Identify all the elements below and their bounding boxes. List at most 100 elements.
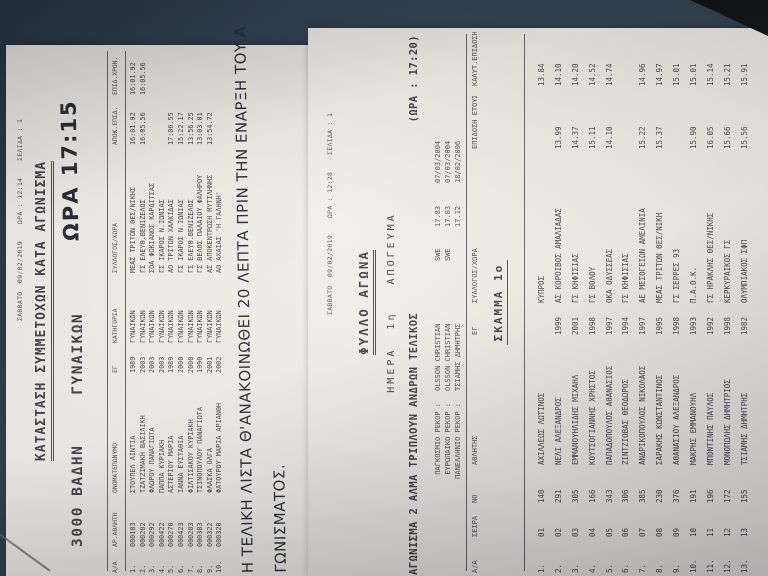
cell-year: 2003 — [138, 356, 147, 373]
cell-order: 02 — [553, 527, 563, 537]
cell-bib-number: 291 — [553, 489, 563, 503]
cell-aa: 8. — [196, 564, 205, 573]
cell-season-performance — [215, 45, 225, 95]
cell-year: 1998 — [587, 316, 597, 335]
page2-session-line: ΗΜΕΡΑ 1η ΑΠΟΓΕΥΜΑ — [386, 212, 397, 393]
cell-personal-best: 14.52 — [587, 63, 597, 86]
page2-table-body: 1. 01 140 ΑΧΙΛΛΕΩΣ ΛΩΤΙΝΟΣ ΚΥΠΡΟΣ 13.84 … — [534, 32, 754, 573]
cell-name: ΑΘΑΝΑΣΙΟΥ ΑΛΕΞΑΝΔΡΟΣ — [672, 374, 682, 465]
record-line: ΕΥΡΩΠΑΙΚΟ ΡΕΚΟΡ : OLSSON CHRISTIAN SWE 1… — [444, 111, 454, 576]
cell-season-best: 13.99 — [553, 126, 563, 149]
record-holder: OLSSON CHRISTIAN — [434, 323, 442, 391]
cell-year: 1982 — [739, 316, 749, 335]
page1-table-body: 1. 000183 ΣΤΟΥΠΕΛ ΛΙΝΤΙΑ 1989 ΓΥΝΑΙΚΩΝ Μ… — [129, 45, 225, 573]
cell-category: ΓΥΝΑΙΚΩΝ — [215, 310, 224, 343]
record-mark: 17.83 — [434, 205, 442, 227]
rotated-paper-stack: ΣΑΒΒΑΤΟ 09/02/2019 ΩΡΑ : 12:14 ΣΕΛΙΔΑ : … — [0, 17, 768, 576]
cell-aa: 1. — [129, 564, 137, 573]
table-row: 8. 08 230 ΣΑΡΑΚΗΣ ΚΩΝΣΤΑΝΤΙΝΟΣ 1995 ΜΕΑΣ… — [652, 32, 669, 573]
page2-event-line: ΑΓΩΝΙΣΜΑ 2 ΑΛΜΑ ΤΡΙΠΛΟΥΝ ΑΝΔΡΩΝ ΤΕΛΙΚΟΣ … — [408, 35, 420, 575]
cell-aa: 9. — [205, 564, 214, 573]
cell-season-performance: 16:01.92 — [129, 62, 137, 95]
cell-club: ΓΣ ΕΛΕΥΘ.ΒΕΝΙΖΕΛΟΣ — [186, 199, 195, 273]
cell-aa: 4. — [587, 563, 597, 573]
table-row: 5. 05 343 ΠΑΠΑΔΟΠΟΥΛΟΣ ΑΘΑΝΑΣΙΟΣ 1997 ΟΚ… — [602, 32, 619, 573]
cell-year: 1994 — [621, 316, 631, 335]
record-holder: OLSSON CHRISTIAN — [443, 323, 452, 391]
cell-club: ΜΕΑΣ ΤΡΙΤΩΝ ΘΕΣ/ΝΙΚΗ — [655, 212, 665, 303]
cell-year: 2002 — [215, 356, 224, 373]
cell-name: ΦΑΤΟΥΡΟΥ ΜΑΡΙΑ ΑΡΙΑΝΘΗ — [215, 402, 224, 493]
cell-bib-number: 305 — [570, 489, 580, 503]
table-row: 3. 03 305 ΕΜΜΑΝΟΥΗΛΙΔΗΣ ΜΙΧΑΗΛ 2001 ΓΣ Κ… — [568, 32, 585, 573]
cell-category: ΓΥΝΑΙΚΩΝ — [148, 310, 157, 343]
record-holder: ΤΣΙΑΜΗΣ ΔΗΜΗΤΡΗΣ — [453, 323, 462, 391]
cell-name: ΑΧΙΛΛΕΩΣ ΛΩΤΙΝΟΣ — [537, 392, 546, 465]
cell-season-performance — [196, 45, 206, 95]
cell-aa: 6. — [176, 564, 185, 573]
cell-best-performance: 17:06.55 — [167, 112, 176, 145]
cell-aa: 9. — [672, 563, 682, 573]
divider — [107, 51, 108, 571]
page2-title: ΦΥΛΛΟ ΑΓΩΝΑ — [356, 28, 376, 576]
cell-year: 2000 — [186, 356, 195, 373]
cell-year: 2003 — [148, 356, 157, 373]
table-row: 10. 000320 ΦΑΤΟΥΡΟΥ ΜΑΡΙΑ ΑΡΙΑΝΘΗ 2002 Γ… — [215, 45, 225, 573]
cell-bib-number: 376 — [672, 489, 682, 503]
table-row: 2. 02 291 ΝΕΛΙ ΑΛΕΞΑΝΔΡΟΣ 1999 ΑΣ ΚΟΡΟΙΒ… — [551, 32, 568, 573]
cell-best-performance: 16:05.56 — [138, 112, 147, 145]
cell-category: ΓΥΝΑΙΚΩΝ — [138, 310, 147, 343]
cell-club: ΓΣ ΒΕΛΟΣ ΠΑΛΑΙΟΥ ΦΑΛΗΡΟΥ — [196, 174, 205, 273]
cell-club: ΑΣ ΚΟΡΟΙΒΟΣ ΑΜΑΛΙΑΔΑΣ — [553, 208, 563, 303]
cell-year: 1992 — [705, 316, 715, 335]
cell-season-performance: 16:05.56 — [138, 62, 147, 95]
cell-season-best — [669, 96, 686, 157]
cell-club: ΓΣ ΚΗΦΙΣΙΑΣ — [621, 253, 631, 303]
cell-year: 2000 — [176, 356, 185, 373]
handwritten-note: Η ΤΕΛΙΚΗ ΛΙΣΤΑ Θ'ΑΝΑΚΟΙΝΩΘΕΙ 20 ΛΕΠΤΑ ΠΡ… — [224, 26, 298, 574]
cell-bib-number: 172 — [722, 489, 732, 503]
cell-athlete-number: 000322 — [205, 522, 214, 547]
cell-personal-best: 15.01 — [689, 63, 699, 86]
cell-year: 2003 — [157, 356, 166, 373]
cell-best-performance: 13:03.01 — [196, 112, 205, 145]
cell-club: ΟΛΥΜΠΙΑΚΟΣ ΣΦΠ — [739, 239, 749, 303]
divider — [466, 34, 467, 571]
cell-best-performance: 13:54.72 — [205, 112, 214, 145]
cell-name: ΖΙΝΤΖΙΟΒΑΣ ΘΕΟΔΩΡΟΣ — [621, 379, 631, 465]
cell-aa: 7. — [638, 563, 648, 573]
cell-club: ΓΣ ΕΛΕΥΘ.ΒΕΝΙΖΕΛΟΣ — [138, 199, 147, 273]
cell-personal-best: 13.84 — [537, 63, 546, 86]
cell-bib-number: 155 — [739, 489, 749, 503]
cell-year: 2001 — [205, 356, 214, 373]
table-row: 9. 000322 ΦΛΑΣΚΑ ΟΛΓΑ 2001 ΓΥΝΑΙΚΩΝ ΑΣ Α… — [206, 45, 216, 573]
cell-athlete-number: 000183 — [129, 522, 137, 547]
cell-aa: 12. — [722, 559, 732, 573]
table-row: 6. 06 306 ΖΙΝΤΖΙΟΒΑΣ ΘΕΟΔΩΡΟΣ 1994 ΓΣ ΚΗ… — [618, 32, 635, 573]
cell-athlete-number: 000422 — [157, 522, 166, 547]
event-category: ΓΥΝΑΙΚΩΝ — [70, 312, 86, 395]
cell-name: ΦΛΑΣΚΑ ΟΛΓΑ — [205, 447, 214, 493]
divider — [524, 34, 525, 571]
record-country: SWE — [434, 248, 442, 261]
cell-athlete-number: 000270 — [167, 522, 176, 547]
cell-season-performance — [206, 45, 216, 95]
cell-aa: 11. — [705, 559, 715, 573]
cell-best-performance — [215, 95, 225, 145]
cell-name: ΕΜΜΑΝΟΥΗΛΙΔΗΣ ΜΙΧΑΗΛ — [570, 374, 580, 465]
cell-club: ΜΕΑΣ ΤΡΙΤΩΝ ΘΕΣ/ΝΙΚΗΣ — [129, 187, 137, 273]
cell-year: 2001 — [570, 316, 580, 335]
divider — [125, 51, 126, 571]
cell-category: ΓΥΝΑΙΚΩΝ — [176, 310, 185, 343]
cell-personal-best: 14.10 — [553, 63, 563, 86]
cell-club: ΣΟΑ ΦΩΚΙΑΝΟΣ ΚΑΡΔΙΤΣΑΣ — [148, 182, 157, 273]
cell-athlete-number: 000292 — [148, 522, 157, 547]
record-date: 18/02/2006 — [453, 140, 462, 183]
cell-bib-number: 191 — [689, 489, 699, 503]
cell-club: ΓΣ ΣΕΡΡΕΣ 93 — [672, 248, 682, 303]
cell-category: ΓΥΝΑΙΚΩΝ — [196, 310, 205, 343]
table-row: 11. 11 196 ΜΠΟΝΤΙΝΗΣ ΠΑΥΛΟΣ 1992 ΓΣ ΗΡΑΚ… — [703, 32, 720, 573]
cell-best-performance: 15:22.17 — [176, 112, 185, 145]
cell-order: 12 — [722, 527, 732, 537]
cell-year — [534, 303, 551, 335]
